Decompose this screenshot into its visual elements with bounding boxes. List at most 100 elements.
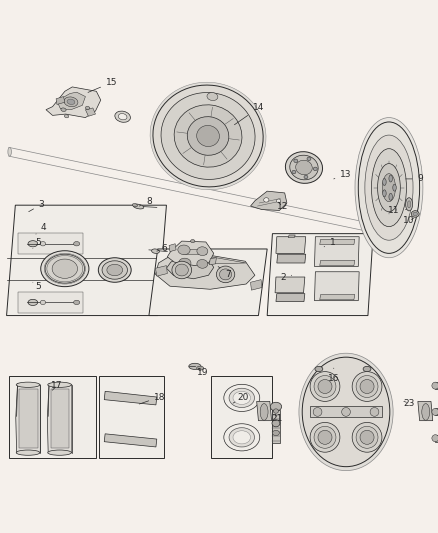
Ellipse shape bbox=[161, 93, 255, 180]
Text: 20: 20 bbox=[233, 392, 249, 403]
Ellipse shape bbox=[292, 170, 296, 174]
Ellipse shape bbox=[41, 251, 89, 287]
Text: 14: 14 bbox=[234, 103, 264, 125]
Ellipse shape bbox=[102, 261, 127, 279]
Polygon shape bbox=[166, 256, 214, 279]
Ellipse shape bbox=[189, 364, 201, 369]
Ellipse shape bbox=[318, 379, 332, 393]
Polygon shape bbox=[16, 384, 40, 453]
Ellipse shape bbox=[432, 408, 438, 415]
Text: 18: 18 bbox=[139, 392, 166, 404]
Polygon shape bbox=[257, 401, 272, 421]
Ellipse shape bbox=[315, 366, 323, 372]
Polygon shape bbox=[167, 241, 214, 265]
Ellipse shape bbox=[260, 403, 268, 420]
Ellipse shape bbox=[233, 391, 251, 405]
Ellipse shape bbox=[272, 420, 280, 427]
Bar bbox=[310, 406, 382, 417]
Polygon shape bbox=[277, 254, 306, 263]
Ellipse shape bbox=[118, 114, 127, 120]
Ellipse shape bbox=[318, 430, 332, 445]
Text: 23: 23 bbox=[403, 399, 415, 408]
Text: 12: 12 bbox=[277, 202, 288, 212]
Ellipse shape bbox=[296, 160, 312, 175]
Ellipse shape bbox=[276, 199, 281, 203]
Ellipse shape bbox=[383, 190, 386, 197]
Text: 11: 11 bbox=[389, 206, 406, 215]
Bar bbox=[272, 410, 280, 442]
Polygon shape bbox=[276, 294, 305, 302]
Polygon shape bbox=[251, 191, 287, 211]
Ellipse shape bbox=[74, 300, 80, 304]
Ellipse shape bbox=[360, 430, 374, 445]
Text: 17: 17 bbox=[51, 381, 63, 390]
Ellipse shape bbox=[356, 426, 378, 448]
Ellipse shape bbox=[413, 212, 417, 216]
Polygon shape bbox=[56, 96, 65, 104]
Text: 5: 5 bbox=[33, 282, 42, 291]
Ellipse shape bbox=[264, 198, 269, 202]
Polygon shape bbox=[173, 255, 246, 264]
Text: 4: 4 bbox=[36, 223, 46, 234]
Ellipse shape bbox=[272, 430, 279, 435]
Text: 1: 1 bbox=[324, 238, 336, 247]
Polygon shape bbox=[320, 239, 355, 245]
Ellipse shape bbox=[307, 157, 311, 160]
Polygon shape bbox=[314, 237, 359, 266]
Polygon shape bbox=[104, 434, 157, 447]
Ellipse shape bbox=[313, 408, 322, 416]
Ellipse shape bbox=[67, 99, 75, 104]
Ellipse shape bbox=[358, 122, 420, 253]
Ellipse shape bbox=[197, 125, 219, 147]
Ellipse shape bbox=[342, 408, 350, 416]
Ellipse shape bbox=[150, 82, 266, 190]
Ellipse shape bbox=[363, 366, 371, 372]
Ellipse shape bbox=[98, 258, 131, 282]
Ellipse shape bbox=[115, 111, 131, 122]
Polygon shape bbox=[267, 233, 373, 316]
Polygon shape bbox=[314, 272, 359, 301]
Ellipse shape bbox=[172, 261, 191, 279]
Ellipse shape bbox=[371, 149, 406, 227]
Ellipse shape bbox=[393, 184, 396, 191]
Ellipse shape bbox=[74, 241, 80, 246]
Text: 13: 13 bbox=[334, 170, 352, 179]
Polygon shape bbox=[155, 265, 167, 276]
Polygon shape bbox=[51, 389, 69, 448]
Ellipse shape bbox=[40, 300, 46, 304]
Ellipse shape bbox=[294, 159, 298, 163]
Polygon shape bbox=[276, 237, 306, 253]
Ellipse shape bbox=[179, 258, 191, 268]
Ellipse shape bbox=[286, 152, 322, 183]
Polygon shape bbox=[209, 258, 216, 265]
Polygon shape bbox=[320, 260, 355, 265]
Ellipse shape bbox=[370, 408, 379, 416]
Ellipse shape bbox=[313, 167, 317, 171]
Ellipse shape bbox=[233, 431, 251, 444]
Bar bbox=[18, 292, 83, 313]
Ellipse shape bbox=[16, 382, 40, 387]
Ellipse shape bbox=[132, 204, 138, 207]
Ellipse shape bbox=[28, 300, 38, 305]
Ellipse shape bbox=[314, 376, 336, 398]
Ellipse shape bbox=[28, 241, 38, 247]
Polygon shape bbox=[169, 244, 176, 252]
Ellipse shape bbox=[152, 249, 159, 253]
Polygon shape bbox=[149, 249, 267, 316]
Ellipse shape bbox=[48, 450, 71, 455]
Polygon shape bbox=[182, 249, 207, 254]
Ellipse shape bbox=[304, 175, 308, 179]
Ellipse shape bbox=[187, 117, 229, 155]
Ellipse shape bbox=[64, 115, 69, 118]
Ellipse shape bbox=[310, 423, 340, 452]
Polygon shape bbox=[435, 408, 438, 415]
Polygon shape bbox=[418, 401, 433, 421]
Ellipse shape bbox=[406, 198, 413, 211]
Polygon shape bbox=[46, 87, 101, 118]
Bar bbox=[9, 376, 96, 458]
Ellipse shape bbox=[365, 135, 413, 240]
Ellipse shape bbox=[432, 435, 438, 442]
Ellipse shape bbox=[229, 388, 254, 408]
Ellipse shape bbox=[411, 211, 419, 217]
Text: 9: 9 bbox=[406, 174, 424, 183]
